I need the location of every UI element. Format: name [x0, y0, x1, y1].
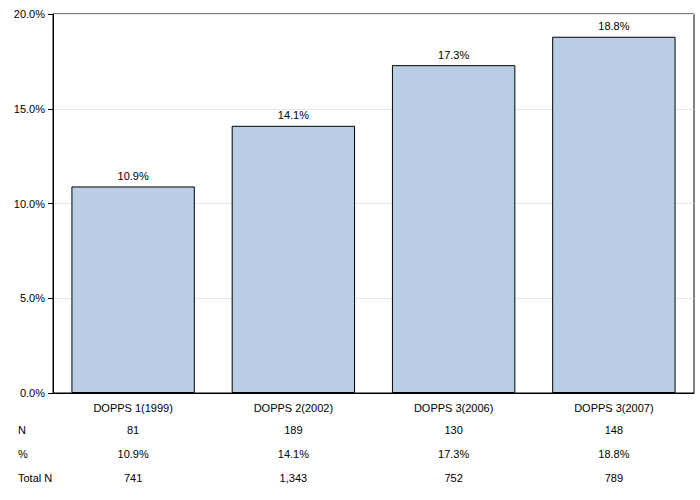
svg-text:14.1%: 14.1% — [278, 448, 309, 460]
svg-text:10.9%: 10.9% — [118, 170, 149, 182]
svg-text:789: 789 — [605, 472, 623, 484]
svg-text:18.8%: 18.8% — [598, 20, 629, 32]
svg-text:1,343: 1,343 — [280, 472, 308, 484]
svg-text:Total N: Total N — [18, 472, 52, 484]
svg-text:148: 148 — [605, 424, 623, 436]
svg-text:752: 752 — [444, 472, 462, 484]
svg-text:741: 741 — [124, 472, 142, 484]
svg-text:DOPPS 3(2006): DOPPS 3(2006) — [414, 402, 493, 414]
svg-text:DOPPS 2(2002): DOPPS 2(2002) — [254, 402, 333, 414]
svg-text:5.0%: 5.0% — [20, 292, 45, 304]
svg-text:189: 189 — [284, 424, 302, 436]
svg-text:81: 81 — [127, 424, 139, 436]
svg-text:17.3%: 17.3% — [438, 49, 469, 61]
svg-text:DOPPS 3(2007): DOPPS 3(2007) — [574, 402, 653, 414]
svg-text:10.0%: 10.0% — [14, 198, 45, 210]
svg-text:15.0%: 15.0% — [14, 103, 45, 115]
svg-text:%: % — [18, 448, 28, 460]
svg-text:130: 130 — [444, 424, 462, 436]
svg-text:17.3%: 17.3% — [438, 448, 469, 460]
svg-text:N: N — [18, 424, 26, 436]
svg-text:14.1%: 14.1% — [278, 109, 309, 121]
svg-text:18.8%: 18.8% — [598, 448, 629, 460]
svg-text:10.9%: 10.9% — [118, 448, 149, 460]
svg-text:DOPPS 1(1999): DOPPS 1(1999) — [93, 402, 172, 414]
svg-text:20.0%: 20.0% — [14, 8, 45, 20]
svg-text:0.0%: 0.0% — [20, 387, 45, 399]
